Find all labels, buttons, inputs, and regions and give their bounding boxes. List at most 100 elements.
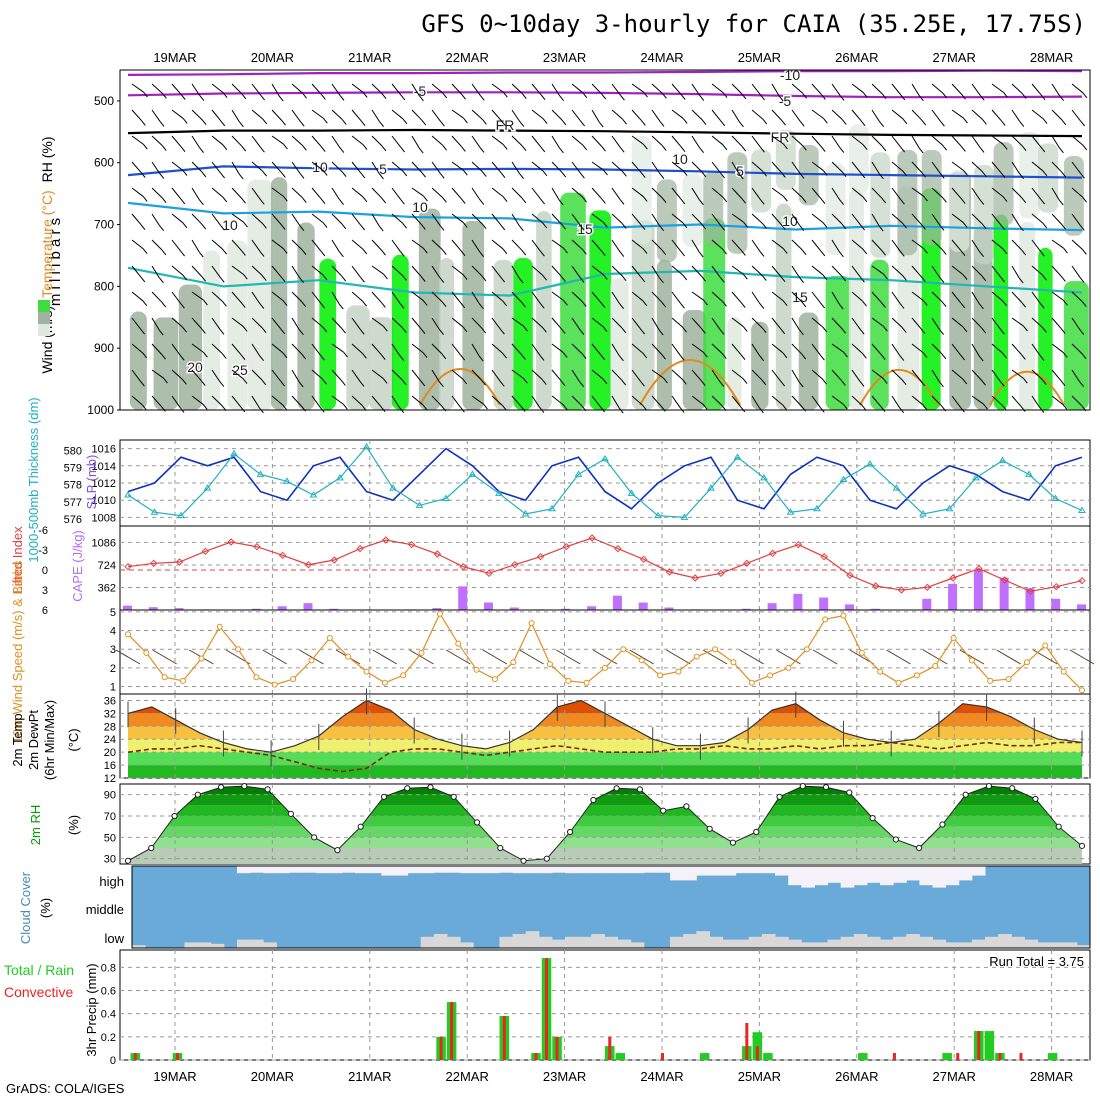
rh-marker — [311, 834, 318, 841]
surface-wind-barb — [1069, 649, 1095, 665]
rh-moist-patch — [682, 173, 703, 247]
rh-marker — [1009, 785, 1016, 792]
wind-barb-flag — [919, 95, 924, 102]
high-cloud-cell — [735, 866, 750, 874]
cloud-row-label: low — [104, 931, 124, 946]
rh-moist-column — [751, 321, 769, 410]
wind-barb — [671, 343, 681, 356]
wind-barb — [131, 343, 144, 354]
wind-barb — [551, 239, 564, 249]
wind-barb — [831, 317, 842, 329]
wind-barb-flag — [1080, 120, 1086, 127]
isotherm-label: 5 — [379, 161, 387, 177]
thickness-marker — [548, 504, 556, 512]
wind-barb-flag — [822, 117, 828, 124]
wind-barb-flag — [1081, 353, 1087, 360]
wind-barb — [531, 317, 543, 328]
wind-barb — [351, 317, 361, 330]
wind-barb — [271, 265, 282, 278]
wind-barb — [611, 343, 620, 357]
wind-barb — [791, 83, 803, 94]
wind-barb — [791, 265, 801, 279]
wind-barb-flag — [1019, 173, 1025, 180]
high-cloud-cell — [788, 866, 802, 886]
wind-barb — [551, 109, 563, 121]
wind-barb-flag — [439, 381, 444, 388]
rh-moist-column — [493, 259, 514, 410]
wind-barb — [571, 239, 583, 250]
thickness-marker — [495, 489, 503, 496]
cape-bar — [277, 606, 287, 610]
wind-barb-flag — [199, 199, 204, 206]
wind-barb-flag — [1022, 377, 1028, 384]
wind-barb-flag — [619, 355, 624, 362]
surface-wind-barb — [996, 649, 1021, 665]
wind-barb — [451, 213, 464, 223]
wind-barb — [951, 265, 964, 276]
wind-barb-flag — [280, 380, 286, 387]
lifted-index-marker — [253, 542, 261, 551]
isotherm-label: 15 — [792, 289, 808, 305]
wind-barb-flag — [1060, 328, 1066, 334]
wind-barb — [1031, 187, 1042, 200]
wind-barb — [991, 213, 1002, 226]
wind-barb — [451, 317, 464, 328]
wind-barb — [891, 239, 901, 252]
lifted-index-marker — [639, 555, 648, 564]
wind-barb-flag — [900, 146, 906, 153]
rh-marker — [194, 791, 201, 798]
wind-barb — [811, 187, 822, 200]
wind-barb-flag — [1000, 172, 1006, 179]
wind-barb — [571, 161, 581, 174]
low-cloud-cell — [827, 939, 842, 948]
wind-barb — [291, 239, 303, 251]
wind-barb-flag — [738, 173, 744, 180]
precip-total-bar — [763, 1053, 773, 1060]
wind-barb-flag — [722, 196, 728, 203]
wind-barb-flag — [979, 147, 985, 153]
wind-barb — [891, 317, 903, 328]
thickness-marker — [468, 470, 477, 477]
wind-barb — [191, 343, 204, 353]
wind-barb-flag — [482, 119, 487, 125]
date-label-top: 25MAR — [738, 50, 781, 65]
wind-barb-flag — [241, 145, 247, 152]
wind-barb — [371, 161, 380, 175]
wind-barb-flag — [362, 144, 368, 150]
wind-barb-flag — [702, 404, 708, 410]
high-cloud-cell — [315, 866, 330, 874]
wind-barb — [1051, 213, 1062, 225]
wind-barb — [891, 213, 903, 224]
wind-barb — [271, 317, 282, 330]
wind-barb — [331, 291, 340, 305]
wind-barb-flag — [422, 352, 428, 358]
wind-barb-flag — [859, 329, 865, 335]
wind-barb — [1031, 109, 1044, 120]
wind-barb-flag — [560, 276, 566, 282]
low-cloud-cell — [132, 945, 146, 948]
wind-barb — [1011, 239, 1023, 251]
surface-wind-barb — [666, 649, 691, 665]
wind-barb — [1051, 265, 1062, 277]
wind-barb — [851, 291, 863, 302]
wind-barb — [851, 239, 864, 250]
wind-speed-marker — [546, 661, 553, 668]
wind-barb-flag — [259, 199, 265, 205]
lifted-index-marker — [536, 552, 545, 561]
pressure-tick-label: 600 — [94, 156, 114, 170]
temp-legend-label: (6hr Min/Max) — [42, 700, 57, 780]
wind-barb-flag — [420, 380, 426, 387]
high-cloud-cell — [945, 866, 960, 886]
wind-barb-flag — [899, 303, 905, 309]
wind-barb — [291, 109, 301, 122]
lifted-index-tick-label: 6 — [42, 605, 48, 617]
thickness-marker — [415, 501, 424, 508]
wind-barb-flag — [659, 173, 665, 179]
wind-barb — [931, 161, 941, 174]
wind-barb — [391, 369, 403, 381]
low-cloud-cell — [919, 936, 934, 948]
credit-label: GrADS: COLA/IGES — [6, 1081, 125, 1096]
wind-barb — [171, 369, 183, 380]
rh-moist-patch — [973, 165, 994, 265]
wind-barb-flag — [783, 143, 788, 150]
